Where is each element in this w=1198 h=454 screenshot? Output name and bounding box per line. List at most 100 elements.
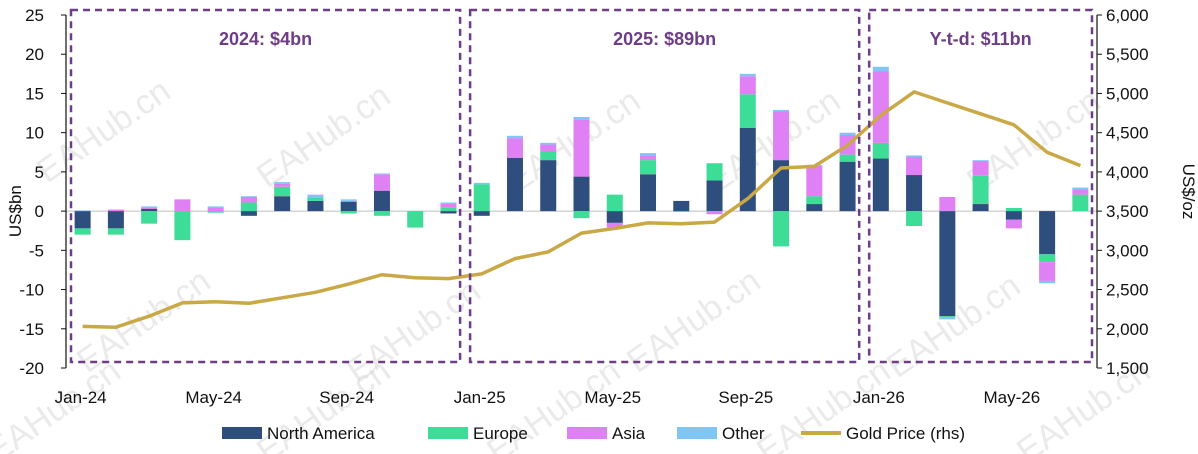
x-tick-label: Jan-26 xyxy=(853,388,905,407)
bar-europe-nov-24 xyxy=(407,211,424,228)
bar-asia-oct-24 xyxy=(373,174,390,191)
bar-north-america-jul-24 xyxy=(274,196,291,212)
period-box-2 xyxy=(468,8,861,364)
bar-europe-jan-24 xyxy=(74,228,91,235)
bar-north-america-jun-26 xyxy=(1039,211,1056,255)
left-tick-label: 25 xyxy=(25,6,44,25)
legend-swatch-asia xyxy=(567,427,607,439)
bar-other-feb-25 xyxy=(506,135,523,139)
right-tick-label: 6,000 xyxy=(1106,6,1149,25)
bar-europe-jul-24 xyxy=(274,186,291,197)
period-box-1 xyxy=(69,8,462,364)
bar-other-jul-24 xyxy=(274,182,291,184)
left-tick-label: 0 xyxy=(35,202,44,221)
bar-asia-sep-24 xyxy=(340,200,357,202)
bar-north-america-jul-25 xyxy=(673,200,690,212)
right-tick-label: 2,000 xyxy=(1106,320,1149,339)
legend-label-gold-price-rhs: Gold Price (rhs) xyxy=(846,424,965,443)
bar-other-feb-26 xyxy=(906,155,923,157)
bar-europe-mar-24 xyxy=(141,211,158,224)
legend-label-north-america: North America xyxy=(267,424,375,443)
left-tick-label: 15 xyxy=(25,84,44,103)
axes-layer: -20 -15 -10 -5 0 5 10 15 20 25 1,500 2,000 2,500 3,00… xyxy=(6,6,1198,407)
bar-other-jun-26 xyxy=(1039,280,1056,284)
legend-swatch-north-america xyxy=(222,427,262,439)
watermark: EAHub.cn xyxy=(30,72,177,191)
bar-asia-nov-25 xyxy=(806,165,823,197)
bar-other-oct-25 xyxy=(773,109,790,112)
left-tick-label: -10 xyxy=(19,281,44,300)
left-tick-label: 5 xyxy=(35,163,44,182)
bar-asia-jul-24 xyxy=(274,183,291,187)
bar-europe-may-25 xyxy=(606,194,623,212)
bar-north-america-apr-25 xyxy=(573,176,590,212)
bar-asia-apr-24 xyxy=(174,199,191,212)
bar-other-mar-26 xyxy=(939,317,956,320)
bar-europe-sep-25 xyxy=(739,94,756,128)
bar-europe-jul-25 xyxy=(673,211,690,212)
bar-europe-jun-24 xyxy=(240,202,257,212)
x-tick-label: Sep-24 xyxy=(319,388,374,407)
bar-asia-aug-25 xyxy=(706,211,723,215)
bar-europe-jan-25 xyxy=(473,184,490,212)
legend: North America Europe Asia Other Gold Price (… xyxy=(222,424,965,443)
bar-north-america-dec-24 xyxy=(440,211,457,214)
bar-other-jul-26 xyxy=(1072,187,1089,190)
bar-europe-may-26 xyxy=(1005,207,1022,212)
bar-asia-may-25 xyxy=(606,222,623,228)
bar-north-america-jun-25 xyxy=(640,174,657,212)
bar-other-sep-24 xyxy=(340,199,357,201)
y2-axis-title: US$/oz xyxy=(1179,164,1198,220)
bar-other-mar-25 xyxy=(540,142,557,145)
period-label-1: 2024: $4bn xyxy=(219,29,312,49)
legend-label-europe: Europe xyxy=(473,424,528,443)
bar-other-jan-24 xyxy=(74,210,91,212)
bar-other-jun-24 xyxy=(240,196,257,197)
bar-europe-dec-24 xyxy=(440,207,457,212)
bar-europe-apr-24 xyxy=(174,211,191,241)
bar-other-apr-26 xyxy=(972,160,989,161)
bar-europe-jul-26 xyxy=(1072,194,1089,212)
bar-north-america-feb-26 xyxy=(906,175,923,212)
legend-label-asia: Asia xyxy=(612,424,646,443)
bar-north-america-jan-24 xyxy=(74,211,91,229)
bar-other-sep-25 xyxy=(739,73,756,77)
bar-europe-nov-25 xyxy=(806,196,823,205)
bar-asia-jul-26 xyxy=(1072,189,1089,195)
bar-other-oct-24 xyxy=(373,173,390,175)
x-tick-label: Sep-25 xyxy=(718,388,773,407)
bar-north-america-mar-26 xyxy=(939,211,956,317)
bar-other-jun-25 xyxy=(640,153,657,156)
bar-europe-feb-26 xyxy=(906,211,923,227)
left-tick-label: -20 xyxy=(19,359,44,378)
x-tick-label: May-24 xyxy=(185,388,242,407)
right-tick-label: 5,500 xyxy=(1106,45,1149,64)
bar-north-america-feb-25 xyxy=(506,157,523,212)
bar-north-america-jan-25 xyxy=(473,211,490,216)
x-tick-label: Jan-24 xyxy=(55,388,107,407)
bar-asia-apr-25 xyxy=(573,119,590,177)
bar-asia-mar-24 xyxy=(141,207,158,209)
period-boxes-layer: 2024: $4bn 2025: $89bn Y-t-d: $11bn xyxy=(69,8,1094,364)
left-tick-label: -5 xyxy=(29,241,44,260)
bar-north-america-sep-24 xyxy=(340,201,357,212)
bar-other-jan-25 xyxy=(473,182,490,185)
bar-asia-jan-26 xyxy=(872,71,889,143)
x-tick-label: Jan-25 xyxy=(454,388,506,407)
bar-north-america-sep-25 xyxy=(739,127,756,212)
right-tick-label: 5,000 xyxy=(1106,84,1149,103)
bar-asia-apr-26 xyxy=(972,160,989,176)
bar-asia-feb-26 xyxy=(906,156,923,176)
right-tick-label: 3,500 xyxy=(1106,202,1149,221)
watermark: EAHub.cn xyxy=(340,272,487,391)
bar-europe-mar-26 xyxy=(939,316,956,318)
bar-asia-jun-25 xyxy=(640,155,657,161)
bar-other-may-24 xyxy=(207,206,224,208)
bar-north-america-dec-25 xyxy=(839,161,856,212)
bar-other-jan-26 xyxy=(872,66,889,72)
period-box-3 xyxy=(867,8,1094,364)
bar-other-aug-24 xyxy=(307,194,324,197)
right-tick-label: 4,500 xyxy=(1106,124,1149,143)
bars-layer xyxy=(74,66,1089,320)
x-tick-label: May-25 xyxy=(584,388,641,407)
